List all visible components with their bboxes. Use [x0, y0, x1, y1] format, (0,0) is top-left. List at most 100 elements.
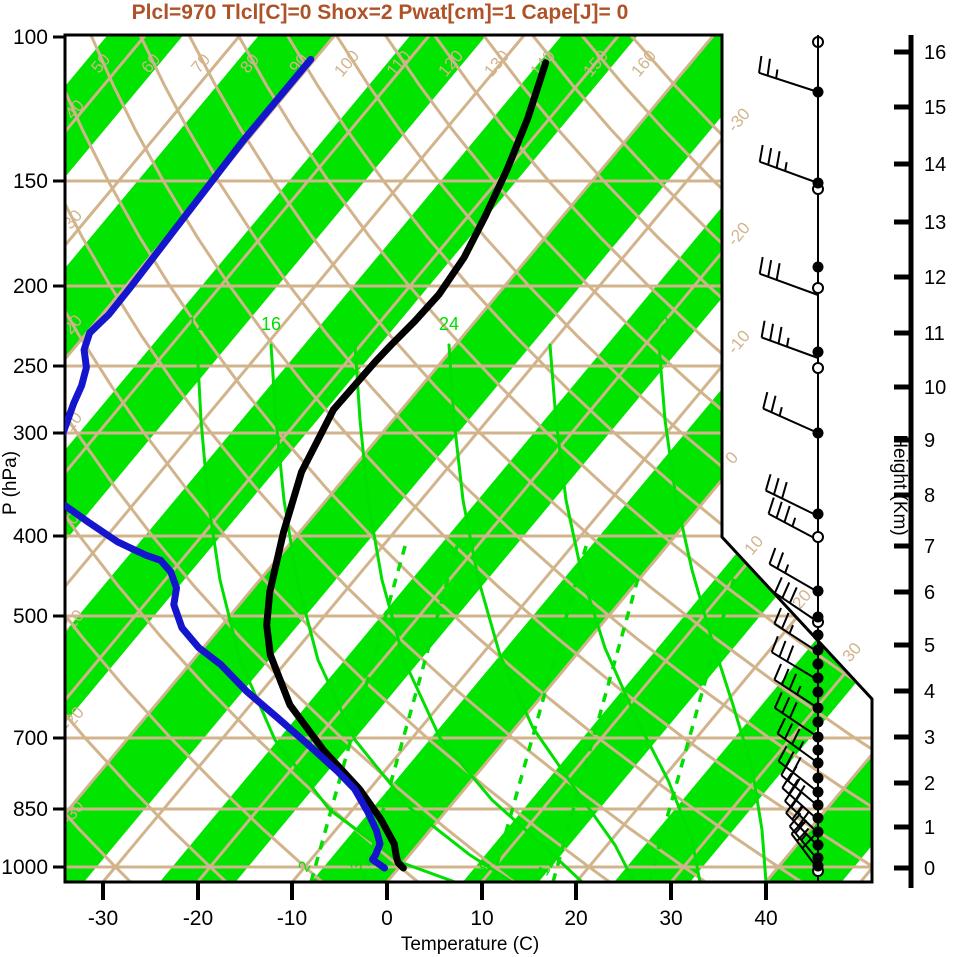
height-tick-label: 5 — [924, 635, 935, 657]
moist-adiabat-label: 32 — [649, 314, 669, 334]
temperature-tick-label: 20 — [564, 907, 587, 930]
wind-barb-icon — [773, 607, 819, 653]
wind-barb-icon — [773, 663, 819, 709]
wind-barb-icon — [768, 547, 819, 593]
station-level-dot — [812, 716, 824, 728]
pressure-tick-label: 850 — [13, 798, 48, 821]
height-tick-label: 8 — [924, 485, 935, 507]
station-level-dot — [812, 261, 824, 273]
pressure-tick-label: 500 — [13, 605, 48, 628]
height-tick-label: 11 — [924, 323, 945, 345]
isotherm-label-right: 10 — [741, 532, 768, 559]
temperature-tick-label: -30 — [88, 907, 118, 930]
temperature-tick-label: 0 — [381, 907, 393, 930]
pressure-tick-label: 700 — [13, 727, 48, 750]
dewpoint-curve — [65, 501, 388, 872]
height-tick-label: 2 — [924, 773, 935, 795]
station-level-dot — [812, 860, 824, 872]
isotherm-label-right: -30 — [724, 105, 754, 136]
station-level-dot — [812, 508, 824, 520]
temperature-tick-label: 30 — [659, 907, 682, 930]
height-tick-label: 9 — [924, 430, 935, 452]
dry-adiabat-label-top: 130 — [480, 46, 513, 80]
station-level-dot — [812, 629, 824, 641]
station-level-dot — [812, 585, 824, 597]
height-tick-label: 15 — [924, 97, 946, 119]
moist-adiabat-label: 24 — [439, 314, 459, 334]
height-tick-label: 12 — [924, 267, 946, 289]
dewpoint-curve — [65, 55, 315, 437]
moist-adiabat-label: 12 — [187, 314, 207, 334]
dry-adiabat-label-left: -20 — [58, 703, 88, 734]
pressure-tick-label: 400 — [13, 525, 48, 548]
temperature-tick-label: 40 — [754, 907, 777, 930]
station-level-dot — [812, 611, 824, 623]
station-level-dot — [812, 826, 824, 838]
pressure-tick-label: 150 — [13, 170, 48, 193]
temperature-tick-label: -20 — [183, 907, 213, 930]
isotherm-label-right: -20 — [724, 219, 754, 250]
station-level-dot — [812, 644, 824, 656]
temperature-tick-label: -10 — [277, 907, 307, 930]
station-level-dot — [812, 772, 824, 784]
dry-adiabat-label-left: 30 — [59, 206, 86, 233]
temperature-curve — [263, 59, 550, 872]
station-level-dot — [812, 686, 824, 698]
dry-adiabat-label-top: 160 — [627, 46, 660, 80]
pressure-axis-title: P (hPa) — [0, 451, 21, 515]
pressure-tick-label: 1000 — [1, 856, 48, 879]
station-level-dot — [812, 812, 824, 824]
height-tick-label: 13 — [924, 212, 946, 234]
mixing-ratio-lines — [309, 544, 746, 882]
station-level-dot — [812, 799, 824, 811]
station-level-open-dot — [812, 531, 824, 543]
station-level-dot — [812, 672, 824, 684]
height-tick-label: 1 — [924, 817, 935, 839]
pressure-tick-label: 100 — [13, 26, 48, 49]
isotherm-label-right: 30 — [839, 639, 866, 666]
pressure-tick-label: 250 — [13, 355, 48, 378]
height-tick-label: 16 — [924, 42, 946, 64]
moist-adiabat-lines — [195, 343, 768, 882]
calm-wind-circle-icon — [812, 36, 824, 48]
sounding-curves — [65, 55, 550, 872]
station-level-dot — [812, 852, 824, 864]
temperature-axis: -30 -20 -10 0 10 20 30 40 Temperature (C) — [88, 882, 778, 955]
station-level-dot — [812, 658, 824, 670]
height-axis-title: Height (Km) — [889, 434, 910, 535]
sounding-indices-title: Plcl=970 Tlcl[C]=0 Shox=2 Pwat[cm]=1 Cap… — [131, 1, 629, 24]
station-level-dot — [812, 427, 824, 439]
height-tick-label: 6 — [924, 582, 935, 604]
station-level-dot — [812, 177, 824, 189]
pressure-axis: 100 150 200 250 300 400 500 700 850 1000 P (hPa) — [0, 26, 65, 879]
wind-barb-icon — [773, 691, 819, 738]
height-tick-label: 14 — [924, 154, 946, 176]
station-level-dot — [812, 839, 824, 851]
temperature-axis-title: Temperature (C) — [401, 934, 539, 955]
station-level-open-dot — [812, 362, 824, 374]
wind-barb-icon — [767, 497, 819, 541]
wind-barb-icon — [776, 717, 819, 764]
height-tick-label: 3 — [924, 727, 935, 749]
temperature-tick-label: 10 — [470, 907, 493, 930]
station-level-dot — [812, 744, 824, 756]
plot-border — [63, 33, 874, 884]
wind-barb-icon — [758, 256, 819, 296]
pressure-tick-label: 300 — [13, 422, 48, 445]
wind-barb-icon — [758, 144, 819, 184]
wind-barb-icon — [758, 55, 819, 93]
height-tick-label: 4 — [924, 681, 935, 703]
station-level-dot — [812, 786, 824, 798]
height-tick-label: 7 — [924, 536, 935, 558]
isotherm-label-right: -10 — [724, 327, 754, 358]
wind-barb-icon — [764, 473, 819, 517]
height-tick-label: 10 — [924, 377, 946, 399]
station-level-dot — [812, 86, 824, 98]
wind-barb-icon — [760, 320, 819, 359]
wind-barb-icon — [762, 391, 819, 434]
wind-barb-icon — [773, 576, 819, 623]
station-level-dot — [812, 757, 824, 769]
